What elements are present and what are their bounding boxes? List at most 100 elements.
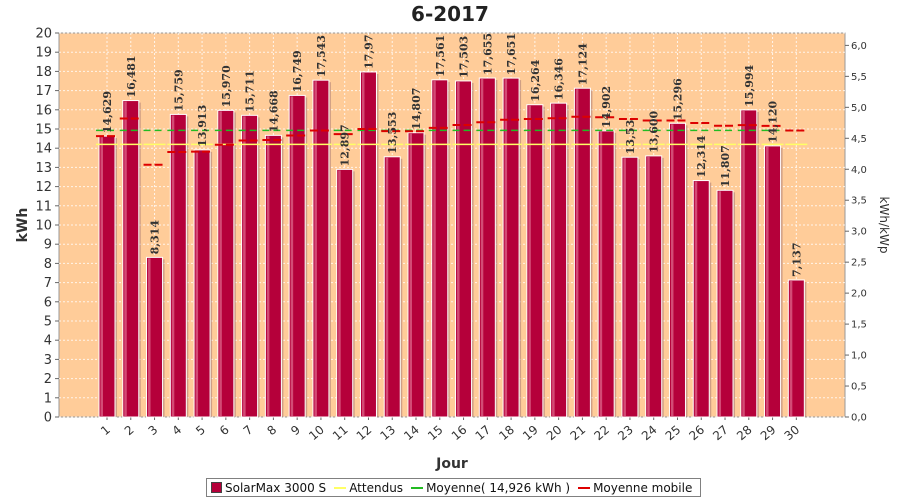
- bar-highlight: [433, 80, 436, 416]
- x-tick-label: 19: [520, 423, 541, 444]
- bar-highlight: [575, 89, 579, 416]
- bar-highlight: [266, 136, 270, 417]
- y-tick-label: 20: [35, 27, 52, 42]
- y2-tick-label: 3,0: [851, 227, 867, 238]
- bar-highlight: [361, 72, 365, 416]
- y-tick-label: 16: [35, 103, 52, 118]
- legend-item-moyenne-mobile: Moyenne mobile: [578, 481, 692, 495]
- bar-highlight: [385, 157, 389, 416]
- bar-value-label: 14,807: [410, 88, 423, 130]
- bar-value-label: 16,481: [125, 55, 138, 97]
- bar-highlight: [148, 258, 151, 416]
- legend-label-attendus: Attendus: [349, 480, 404, 495]
- y-tick-label: 14: [35, 142, 52, 157]
- y2-tick-label: 1,5: [851, 320, 867, 331]
- bar-highlight: [195, 150, 199, 416]
- bar-value-label: 12,314: [695, 135, 708, 177]
- y2-tick-label: 6,0: [851, 41, 867, 52]
- legend-label-moyenne-mobile: Moyenne mobile: [593, 480, 693, 495]
- y2-tick-label: 4,5: [851, 134, 867, 145]
- bar-value-label: 14,902: [600, 86, 613, 128]
- bar-highlight: [171, 115, 175, 417]
- bar-value-label: 16,749: [291, 50, 304, 92]
- bar-value-label: 17,97: [362, 35, 375, 69]
- x-tick-label: 4: [169, 423, 184, 439]
- bar-highlight: [243, 116, 246, 416]
- y-tick-label: 12: [35, 180, 52, 195]
- y2-tick-label: 3,5: [851, 196, 867, 207]
- bar-highlight: [647, 156, 650, 416]
- x-axis-title: Jour: [435, 456, 468, 472]
- bar-highlight: [599, 131, 603, 417]
- x-tick-label: 2: [122, 423, 137, 439]
- y-tick-label: 10: [35, 219, 52, 234]
- x-tick-label: 21: [568, 423, 589, 444]
- x-tick-label: 18: [496, 423, 517, 444]
- y-tick-label: 15: [35, 123, 52, 138]
- x-tick-label: 16: [449, 423, 470, 444]
- y-tick-label: 3: [44, 353, 52, 368]
- bar-value-label: 13,553: [386, 112, 399, 154]
- bar-value-label: 14,120: [767, 100, 780, 142]
- bar-highlight: [457, 81, 460, 417]
- legend-swatch-moyenne: [411, 486, 424, 489]
- bar-value-label: 15,994: [743, 64, 756, 106]
- x-tick-label: 15: [425, 423, 446, 444]
- bar-value-label: 13,53: [624, 120, 637, 154]
- bar-highlight: [409, 133, 413, 416]
- x-tick-label: 26: [686, 423, 707, 444]
- y-tick-label: 9: [44, 238, 52, 253]
- y-tick-label: 19: [35, 46, 52, 61]
- x-tick-label: 7: [241, 423, 256, 439]
- x-tick-label: 12: [354, 423, 375, 444]
- y-tick-label: 18: [35, 65, 52, 80]
- bar-value-label: 13,600: [648, 110, 661, 152]
- y-tick-label: 11: [35, 199, 52, 214]
- y2-tick-label: 0,5: [851, 382, 867, 393]
- bar-value-label: 14,629: [101, 91, 114, 133]
- x-tick-label: 14: [401, 423, 422, 444]
- bar-highlight: [290, 96, 294, 417]
- y-tick-label: 7: [44, 276, 52, 291]
- bar-highlight: [124, 101, 127, 417]
- bar-value-label: 12,897: [339, 124, 352, 166]
- bar-highlight: [742, 110, 745, 417]
- bar-value-label: 11,807: [719, 145, 732, 187]
- y-axis-title: kWh: [15, 208, 31, 243]
- bar-highlight: [338, 170, 341, 416]
- y2-tick-label: 4,0: [851, 165, 867, 176]
- bar-highlight: [789, 280, 793, 416]
- bar-highlight: [766, 146, 769, 416]
- x-tick-label: 10: [306, 423, 327, 444]
- bar-value-label: 8,314: [149, 220, 162, 255]
- x-tick-label: 23: [615, 423, 636, 444]
- x-tick-label: 25: [663, 423, 684, 444]
- bar-value-label: 17,124: [576, 43, 589, 85]
- y2-axis-title: kWh/kWp: [877, 197, 891, 254]
- y2-tick-label: 5,0: [851, 103, 867, 114]
- bar-highlight: [694, 181, 698, 416]
- y2-tick-label: 5,5: [851, 72, 867, 83]
- legend-item-attendus: Attendus: [334, 481, 403, 495]
- y2-tick-label: 2,0: [851, 289, 867, 300]
- y-tick-label: 6: [44, 295, 52, 310]
- y2-tick-label: 2,5: [851, 258, 867, 269]
- bar-value-label: 15,970: [220, 65, 233, 107]
- y-tick-label: 5: [44, 315, 52, 330]
- bar-value-label: 17,651: [505, 33, 518, 75]
- x-tick-label: 20: [544, 423, 565, 444]
- legend-swatch-solarmax: [211, 482, 222, 493]
- bar-value-label: 17,561: [434, 35, 447, 77]
- bar-highlight: [528, 105, 531, 416]
- legend-item-moyenne: Moyenne( 14,926 kWh ): [411, 481, 570, 495]
- bar-value-label: 17,655: [481, 33, 494, 75]
- y-tick-label: 8: [44, 257, 52, 272]
- x-tick-label: 13: [377, 423, 398, 444]
- y2-tick-label: 0,0: [851, 413, 867, 424]
- bar-value-label: 13,913: [196, 105, 209, 147]
- x-tick-label: 9: [288, 423, 303, 439]
- y-tick-label: 0: [44, 411, 52, 426]
- bar-value-label: 14,668: [267, 90, 280, 132]
